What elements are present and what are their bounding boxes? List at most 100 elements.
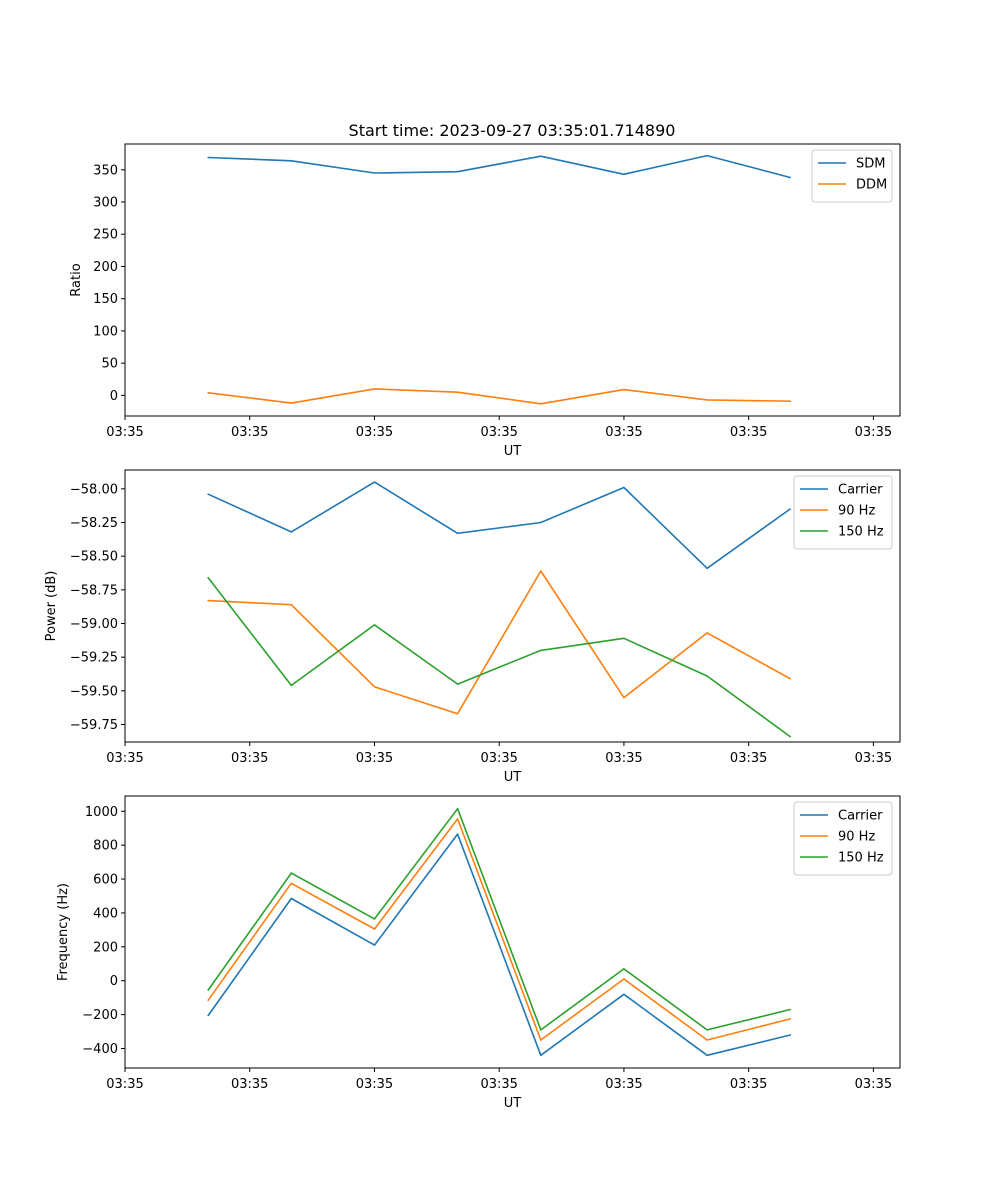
data-point-ddm	[290, 402, 293, 404]
legend-label-carrier: Carrier	[838, 483, 883, 498]
data-point-90-hz	[623, 696, 625, 699]
x-tick-label: 03:35	[231, 425, 268, 440]
data-point-90-hz	[623, 978, 625, 980]
data-point-150-hz	[373, 918, 376, 920]
data-point-90-hz	[539, 1039, 542, 1041]
y-tick-label: 0	[110, 389, 118, 404]
x-tick-label: 03:35	[605, 1077, 642, 1092]
x-tick-label: 03:35	[231, 1077, 268, 1092]
data-point-carrier	[623, 993, 625, 996]
data-point-carrier	[623, 486, 625, 489]
ratio-panel: 03:35 03:35 03:35 03:35 03:35 03:35 03:35 0 50 10…	[69, 143, 901, 459]
legend-label-sdm: SDM	[856, 157, 885, 172]
data-point-carrier	[373, 481, 376, 483]
data-point-carrier	[290, 897, 293, 900]
y-tick-label: 200	[93, 260, 118, 275]
y-tick-label: −58.50	[70, 550, 118, 565]
y-tick-label: −200	[82, 1008, 118, 1023]
data-point-carrier	[290, 531, 293, 533]
y-tick-label: 0	[110, 974, 118, 989]
data-point-carrier	[706, 567, 708, 570]
series-line-90-hz	[208, 570, 791, 715]
y-tick-label: 100	[93, 324, 118, 339]
y-tick-label: 350	[93, 163, 118, 178]
data-point-90-hz	[456, 712, 459, 715]
legend: SDM DDM	[811, 149, 893, 203]
axes-frame	[124, 469, 901, 743]
data-point-90-hz	[290, 603, 293, 606]
data-point-150-hz	[290, 872, 293, 874]
legend: Carrier 90 Hz 150 Hz	[793, 475, 893, 550]
data-point-90-hz	[706, 1039, 708, 1041]
data-point-90-hz	[290, 882, 293, 885]
data-point-carrier	[373, 944, 376, 946]
y-tick-label: −58.75	[70, 583, 118, 598]
x-tick-label: 03:35	[730, 425, 767, 440]
data-point-carrier	[207, 1014, 209, 1017]
x-axis-label: UT	[504, 1096, 522, 1111]
data-point-sdm	[623, 173, 625, 176]
y-axis-label: Frequency (Hz)	[56, 883, 71, 981]
series-line-ddm	[208, 388, 791, 405]
x-axis-label: UT	[504, 770, 522, 785]
x-tick-label: 03:35	[855, 751, 892, 766]
data-point-sdm	[373, 172, 376, 174]
data-point-carrier	[456, 833, 459, 835]
legend-label-90-hz: 90 Hz	[838, 830, 875, 845]
data-point-sdm	[290, 159, 293, 162]
data-point-carrier	[539, 1054, 542, 1057]
y-tick-label: 300	[93, 196, 118, 211]
x-tick-label: 03:35	[356, 425, 393, 440]
y-tick-label: 1000	[85, 805, 118, 820]
data-point-sdm	[789, 176, 792, 179]
y-axis-label: Ratio	[69, 263, 84, 296]
y-axis-label: Power (dB)	[44, 571, 59, 642]
y-tick-label: −59.75	[70, 718, 118, 733]
data-point-sdm	[207, 156, 209, 159]
data-point-90-hz	[207, 599, 209, 602]
data-point-150-hz	[789, 1008, 792, 1011]
x-tick-label: 03:35	[730, 1077, 767, 1092]
x-axis-label: UT	[504, 444, 522, 459]
x-tick-label: 03:35	[605, 751, 642, 766]
x-tick-label: 03:35	[605, 425, 642, 440]
y-tick-label: 600	[93, 873, 118, 888]
data-point-150-hz	[789, 735, 792, 738]
data-point-ddm	[373, 388, 376, 390]
series-line-sdm	[208, 154, 791, 179]
x-tick-label: 03:35	[480, 751, 517, 766]
legend-label-90-hz: 90 Hz	[838, 504, 875, 519]
data-point-90-hz	[706, 632, 708, 634]
y-tick-label: 250	[93, 228, 118, 243]
series-line-90-hz	[207, 818, 791, 1041]
data-point-carrier	[539, 521, 542, 524]
axes-frame	[124, 795, 901, 1069]
data-point-150-hz	[207, 989, 209, 991]
y-tick-label: 800	[93, 839, 118, 854]
data-point-150-hz	[456, 807, 459, 810]
y-tick-label: −58.25	[70, 516, 118, 531]
x-tick-label: 03:35	[855, 425, 892, 440]
x-tick-label: 03:35	[356, 1077, 393, 1092]
axes-frame	[124, 143, 901, 417]
data-point-carrier	[207, 493, 209, 496]
x-tick-label: 03:35	[231, 751, 268, 766]
legend-label-ddm: DDM	[856, 178, 887, 193]
data-point-150-hz	[373, 624, 376, 626]
data-point-ddm	[456, 391, 459, 393]
x-tick-label: 03:35	[480, 425, 517, 440]
x-tick-label: 03:35	[730, 751, 767, 766]
legend-label-150-hz: 150 Hz	[838, 525, 884, 540]
data-point-150-hz	[623, 637, 625, 640]
frequency-panel: 03:35 03:35 03:35 03:35 03:35 03:35 03:35 −400 −…	[56, 795, 901, 1111]
data-point-carrier	[789, 1034, 792, 1036]
data-point-90-hz	[373, 928, 376, 930]
power-panel: 03:35 03:35 03:35 03:35 03:35 03:35 03:35 −58.0…	[44, 469, 901, 785]
y-tick-label: −59.50	[70, 684, 118, 699]
y-tick-label: 150	[93, 292, 118, 307]
data-point-150-hz	[290, 684, 293, 687]
series-line-150-hz	[207, 807, 791, 1031]
x-tick-label: 03:35	[106, 425, 143, 440]
data-point-150-hz	[456, 683, 459, 685]
